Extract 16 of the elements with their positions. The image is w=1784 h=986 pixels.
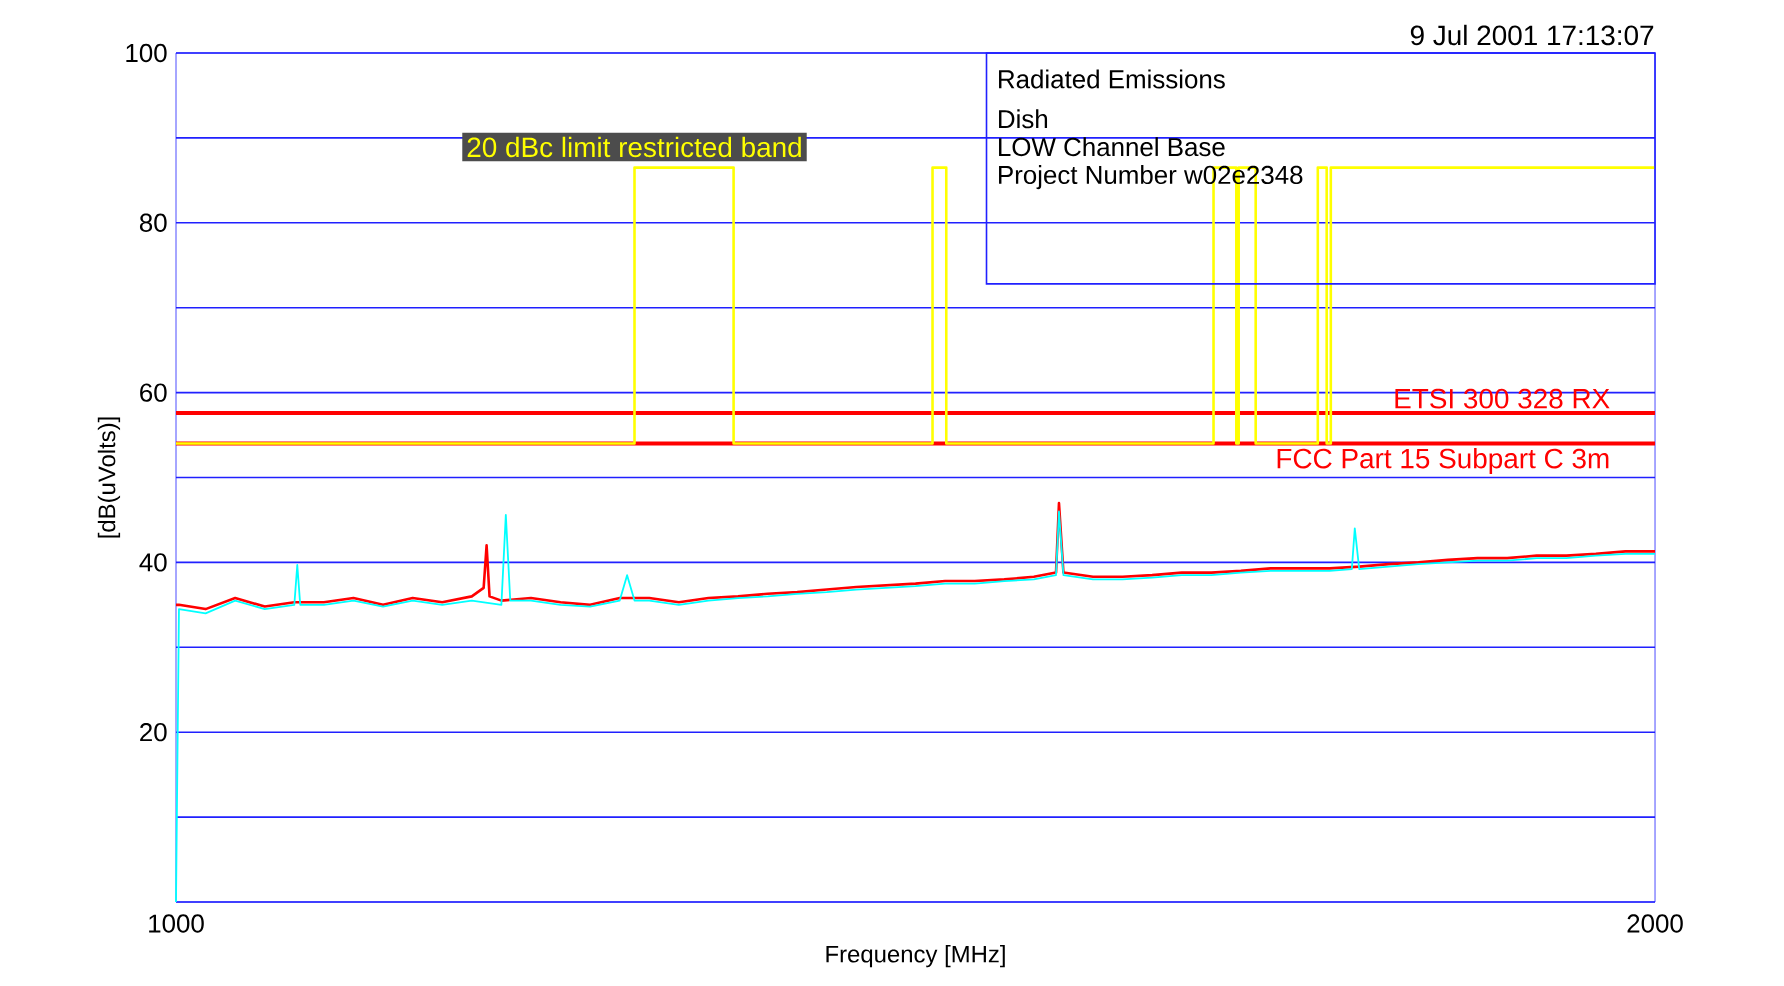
text: 9 Jul 2001 17:13:07 [1410, 24, 1654, 46]
x-axis-title: Frequency [MHz] [826, 945, 1005, 968]
series-label: 20 dBc limit restricted band [467, 136, 801, 158]
y-tick-label: 80 [139, 213, 167, 232]
series-label: FCC Part 15 Subpart C 3m [1277, 447, 1609, 474]
y-tick-label: 100 [126, 43, 167, 63]
annotation: Dish [999, 109, 1048, 129]
y-axis-title: [dB(uVolts)] [97, 417, 121, 538]
y-tick-label: 40 [139, 553, 167, 572]
series-label: ETSI 300 328 RX [1395, 388, 1610, 409]
x-tick-label: 2000 [1627, 914, 1683, 933]
text: Radiated Emissions [999, 69, 1225, 89]
y-tick-label: 20 [140, 723, 167, 742]
y-tick-label: 60 [140, 383, 167, 402]
annotation: LOW Channel Base [999, 137, 1225, 157]
x-tick-label: 1000 [149, 914, 204, 933]
